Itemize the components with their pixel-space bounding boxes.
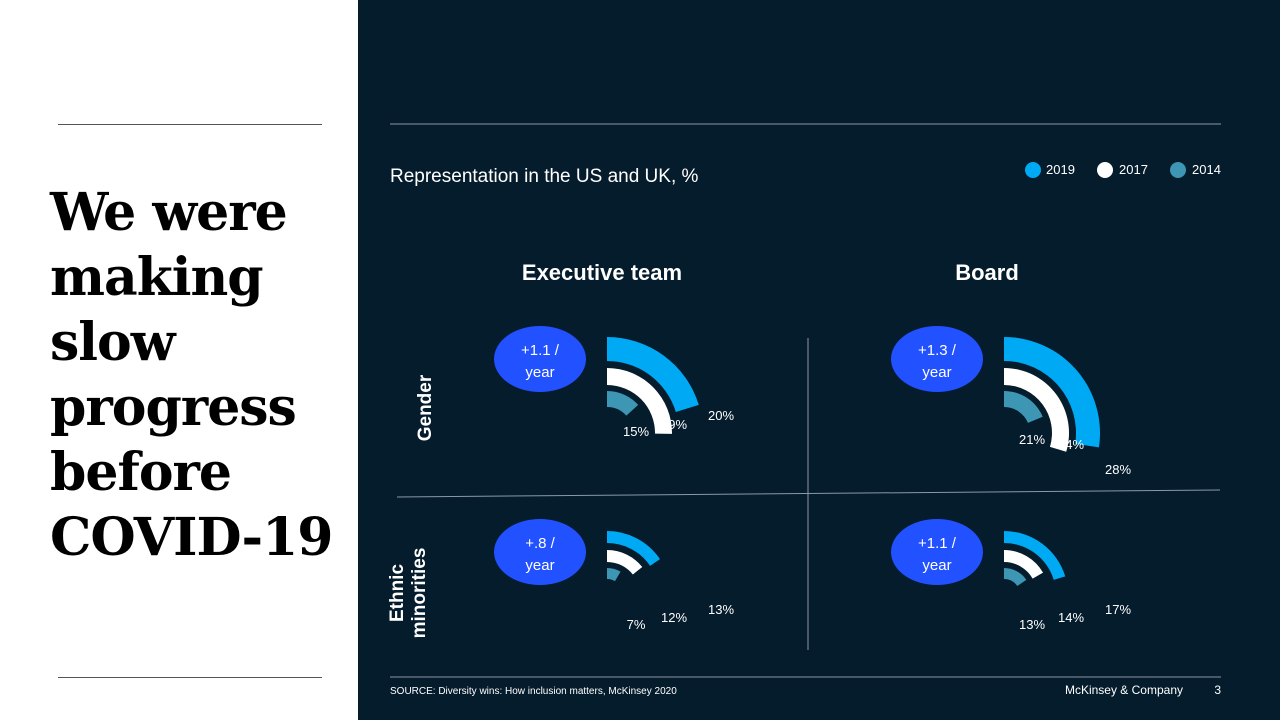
rate-badge: +1.1 / year (891, 519, 983, 585)
legend: 2019 2017 2014 (1025, 162, 1221, 178)
arc-2019 (607, 531, 660, 566)
title-panel: We were making slow progress before COVI… (0, 0, 358, 720)
row-header-line: minorities (409, 548, 430, 639)
rate-badge-label: +1.3 / (918, 342, 957, 359)
legend-2017-swatch (1097, 162, 1113, 178)
legend-2017-label: 2017 (1119, 162, 1148, 177)
rate-badge-label: +.8 / (525, 535, 555, 552)
arc-2017 (607, 550, 643, 575)
rate-badge-label: year (525, 557, 554, 574)
arc-2017 (607, 368, 672, 434)
value-label-2019: 20% (708, 408, 734, 423)
arc-2014 (607, 568, 621, 582)
value-label-2019: 13% (708, 602, 734, 617)
chart-subtitle: Representation in the US and UK, % (390, 166, 699, 187)
arc-2019 (1004, 337, 1101, 448)
arc-2014 (607, 391, 639, 416)
arc-2019 (607, 337, 699, 412)
value-label-2019: 17% (1105, 602, 1131, 617)
source-note: SOURCE: Diversity wins: How inclusion ma… (390, 686, 677, 697)
value-label-2014: 15% (623, 424, 649, 439)
panel-gender-executive-team: +1.1 / year 15% 19% 20% (494, 326, 734, 439)
row-header-ethnic-minorities: Ethnicminorities (387, 548, 430, 639)
value-label-2014: 7% (627, 617, 646, 632)
arc-2017 (1004, 368, 1070, 452)
rate-badge: +.8 / year (494, 519, 586, 585)
arc-2019 (1004, 531, 1066, 580)
legend-2014-label: 2014 (1192, 162, 1221, 177)
legend-2014-swatch (1170, 162, 1186, 178)
rate-badge-label: +1.1 / (918, 535, 957, 552)
arc-2014 (1004, 391, 1043, 423)
rate-badge-shape (494, 519, 586, 585)
rate-badge-label: +1.1 / (521, 342, 560, 359)
column-header-executive-team: Executive team (522, 260, 682, 285)
arc-2017 (1004, 550, 1044, 579)
rate-badge-label: year (922, 364, 951, 381)
row-header-gender: Gender (415, 374, 436, 441)
rate-badge-shape (494, 326, 586, 392)
value-label-2014: 21% (1019, 432, 1045, 447)
rate-badge-label: year (922, 557, 951, 574)
company-name: McKinsey & Company (1065, 683, 1183, 697)
panel-ethnic-minorities-board: +1.1 / year 13% 14% 17% (891, 519, 1131, 632)
value-label-2017: 14% (1058, 610, 1084, 625)
value-label-2017: 12% (661, 610, 687, 625)
panel-ethnic-minorities-executive-team: +.8 / year 7% 12% 13% (494, 519, 734, 632)
arc-2014 (1004, 568, 1027, 587)
top-divider (58, 124, 322, 125)
row-header-line: Ethnic (387, 564, 408, 622)
rate-badge-shape (891, 326, 983, 392)
grid-horizontal-divider (396, 489, 1221, 498)
panel-gender-board: +1.3 / year 21% 24% 28% (891, 326, 1131, 477)
page-number: 3 (1214, 683, 1221, 697)
bottom-divider (58, 677, 322, 678)
rate-badge: +1.1 / year (494, 326, 586, 392)
value-label-2019: 28% (1105, 462, 1131, 477)
column-header-board: Board (955, 260, 1019, 285)
value-label-2017: 19% (661, 417, 687, 432)
legend-2019-label: 2019 (1046, 162, 1075, 177)
legend-2019-swatch (1025, 162, 1041, 178)
rate-badge: +1.3 / year (891, 326, 983, 392)
value-label-2014: 13% (1019, 617, 1045, 632)
value-label-2017: 24% (1058, 437, 1084, 452)
rate-badge-shape (891, 519, 983, 585)
chart-panels: +1.1 / year 15% 19% 20% +1.3 / year 21% 24% 28% +.… (494, 326, 1131, 632)
slide-headline: We were making slow progress before COVI… (50, 182, 333, 568)
rate-badge-label: year (525, 364, 554, 381)
